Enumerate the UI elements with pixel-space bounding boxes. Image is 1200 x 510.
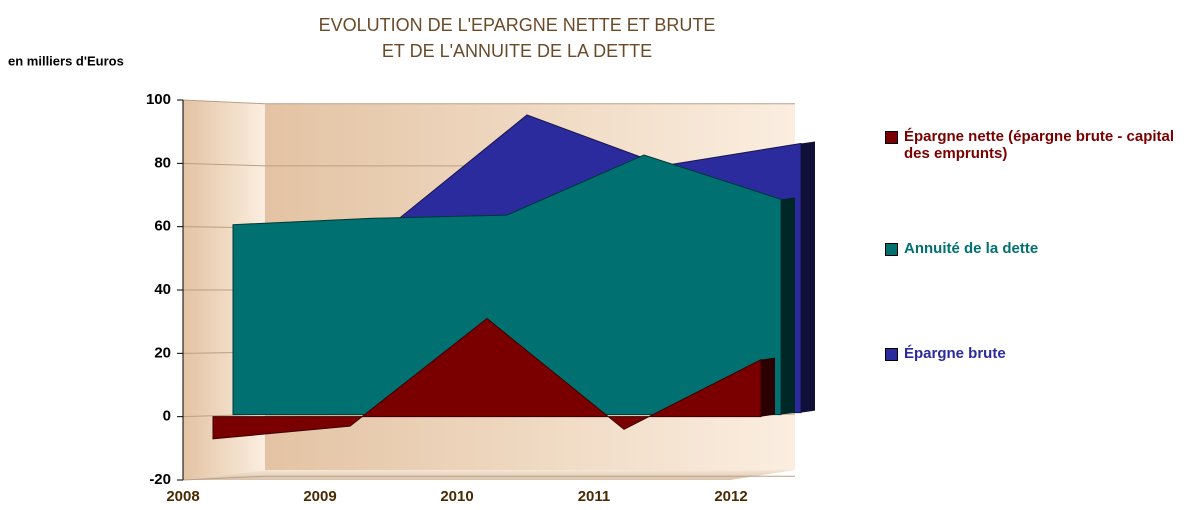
y-tick-label: 0 xyxy=(163,408,171,425)
area-side xyxy=(801,141,815,413)
legend-item: Annuité de la dette xyxy=(885,240,1200,257)
x-tick-label: 2011 xyxy=(578,488,611,505)
axis-label: en milliers d'Euros xyxy=(8,53,124,68)
y-tick-label: 60 xyxy=(154,218,171,235)
y-tick-label: 100 xyxy=(146,91,171,108)
chart-title: EVOLUTION DE L'EPARGNE NETTE ET BRUTE xyxy=(319,15,716,35)
legend-swatch xyxy=(885,243,898,256)
area-side xyxy=(781,197,795,415)
legend-swatch xyxy=(885,131,898,144)
grid-line xyxy=(182,162,266,167)
grid-line xyxy=(182,475,266,481)
legend-item: Épargne nette (épargne brute - capital d… xyxy=(885,128,1200,162)
x-tick-label: 2009 xyxy=(303,488,336,505)
legend-label: Épargne brute xyxy=(904,345,1006,362)
chart-title: ET DE L'ANNUITE DE LA DETTE xyxy=(382,41,652,61)
y-tick-label: 20 xyxy=(154,344,171,361)
floor xyxy=(183,470,795,480)
y-tick-label: 80 xyxy=(154,154,171,171)
x-tick-label: 2010 xyxy=(440,488,473,505)
legend-label: Annuité de la dette xyxy=(904,240,1039,257)
legend-item: Épargne brute xyxy=(885,345,1200,362)
legend-label: Épargne nette (épargne brute - capital d… xyxy=(904,128,1175,162)
y-tick-label: 40 xyxy=(154,281,171,298)
y-tick-label: -20 xyxy=(149,471,171,488)
legend-swatch xyxy=(885,348,898,361)
x-tick-label: 2012 xyxy=(714,488,747,505)
area-side xyxy=(761,357,775,417)
grid-line xyxy=(182,99,266,105)
x-tick-label: 2008 xyxy=(166,488,199,505)
